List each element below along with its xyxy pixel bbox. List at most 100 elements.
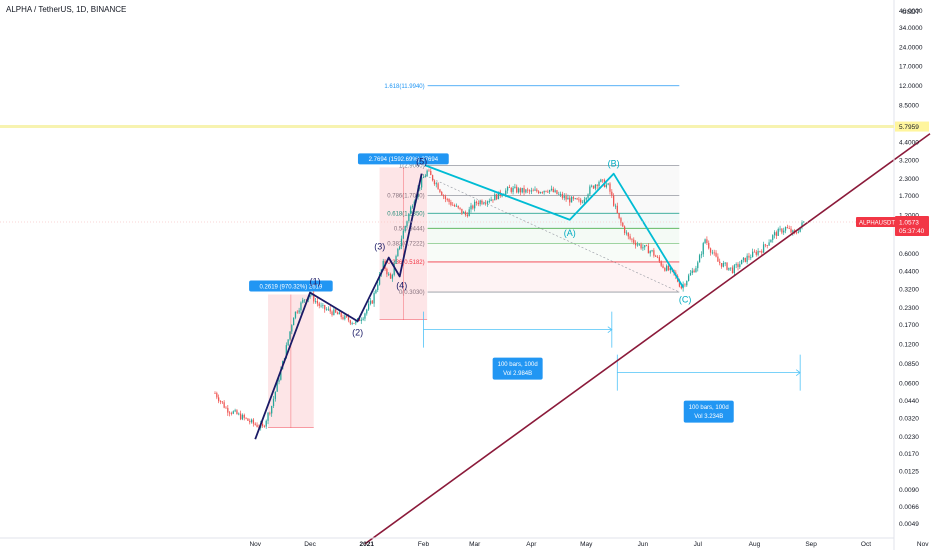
candle-body bbox=[592, 185, 595, 189]
candle-body bbox=[761, 251, 763, 253]
current-price-badge bbox=[895, 215, 929, 236]
fib-level-label: 0(0.3030) bbox=[399, 290, 425, 296]
candle-body bbox=[278, 379, 280, 382]
fib-level-label: 1(2.9000) bbox=[399, 163, 425, 169]
candle-body bbox=[474, 201, 476, 209]
candle-body bbox=[715, 252, 717, 257]
candle-body bbox=[720, 263, 723, 267]
candle-body bbox=[620, 218, 622, 223]
price-tick-label: 0.0600 bbox=[899, 380, 919, 387]
candle-body bbox=[698, 255, 701, 263]
candle-body bbox=[386, 268, 388, 275]
candle-body bbox=[358, 318, 361, 321]
candle-body bbox=[741, 259, 743, 265]
candle-body bbox=[636, 244, 639, 246]
impulse-wave-label: (4) bbox=[396, 280, 407, 290]
candle-body bbox=[755, 251, 757, 255]
price-tick-label: 0.0320 bbox=[899, 416, 919, 423]
date-range-projections[interactable]: 100 bars, 100d Vol 2.984B 100 bars, 100d Vo… bbox=[423, 311, 801, 423]
time-tick-label: Feb bbox=[418, 541, 430, 548]
fib-retracement[interactable]: 1(2.9000)0.786(1.7000)0.618(1.2350)0.5(0… bbox=[384, 84, 680, 296]
candle-body bbox=[371, 300, 373, 304]
impulse-wave-line[interactable] bbox=[254, 173, 423, 440]
candle-body bbox=[772, 235, 774, 240]
price-tick-label: 0.2300 bbox=[899, 305, 919, 312]
price-tick-label: 0.0850 bbox=[899, 361, 919, 368]
candle-body bbox=[779, 228, 781, 230]
candle-body bbox=[399, 246, 401, 249]
candle-body bbox=[453, 204, 456, 207]
candle-body bbox=[795, 232, 798, 234]
candle-body bbox=[658, 257, 661, 262]
candle-body bbox=[494, 194, 496, 201]
candle-body bbox=[439, 189, 441, 193]
candle-body bbox=[388, 273, 390, 275]
candle-body bbox=[728, 267, 730, 270]
candle-body bbox=[325, 309, 328, 311]
support-trendline[interactable] bbox=[364, 133, 931, 545]
candle-body bbox=[733, 265, 735, 274]
candle-body bbox=[488, 200, 490, 202]
candle-body bbox=[431, 175, 434, 181]
candle-body bbox=[735, 264, 737, 266]
candle-body bbox=[369, 300, 372, 304]
elliott-wave-lines[interactable] bbox=[254, 164, 684, 440]
candle-body bbox=[314, 301, 317, 302]
fib-level-label: 0.786(1.7000) bbox=[387, 193, 424, 199]
candle-body bbox=[609, 183, 611, 192]
candle-body bbox=[708, 242, 710, 249]
candle-body bbox=[455, 205, 458, 207]
candle-body bbox=[666, 265, 668, 271]
candle-body bbox=[475, 201, 478, 203]
candle-body bbox=[788, 228, 790, 229]
candle-body bbox=[490, 199, 492, 201]
candle-body bbox=[408, 213, 410, 222]
candle-body bbox=[481, 200, 483, 204]
candle-body bbox=[512, 187, 514, 192]
candle-body bbox=[629, 236, 631, 239]
candle-body bbox=[289, 331, 291, 340]
candle-body bbox=[764, 244, 767, 246]
candle-body bbox=[338, 312, 340, 315]
candle-body bbox=[598, 181, 600, 186]
candle-body bbox=[572, 196, 575, 199]
candle-body bbox=[426, 170, 428, 176]
candle-body bbox=[411, 205, 414, 208]
candle-body bbox=[722, 263, 725, 267]
candle-body bbox=[684, 284, 686, 286]
price-range-boxes[interactable]: 0.2619 (970.32%) 2619 2.7694 (1592.69%) 2… bbox=[249, 153, 449, 428]
candle-body bbox=[574, 198, 576, 200]
candle-body bbox=[569, 197, 571, 203]
candle-body bbox=[750, 257, 752, 258]
current-price-label: 1.0573 bbox=[899, 219, 919, 226]
impulse-wave-label: (5) bbox=[416, 157, 427, 167]
corrective-wave-label: (A) bbox=[564, 228, 576, 238]
candle-body bbox=[232, 411, 234, 414]
candle-body bbox=[340, 312, 342, 318]
price-tick-label: 0.0049 bbox=[899, 521, 919, 528]
corrective-wave-line[interactable] bbox=[424, 164, 684, 288]
candle-body bbox=[591, 185, 593, 187]
candle-body bbox=[541, 192, 543, 194]
candle-body bbox=[497, 191, 500, 200]
candle-body bbox=[775, 232, 778, 236]
candle-body bbox=[521, 187, 523, 193]
candle-body bbox=[757, 251, 759, 255]
candle-body bbox=[291, 325, 293, 332]
price-range-badge bbox=[357, 153, 449, 165]
candle-body bbox=[391, 274, 394, 279]
support-trendline-line[interactable] bbox=[364, 133, 931, 545]
candle-body bbox=[576, 198, 578, 200]
candle-body bbox=[656, 256, 659, 258]
candle-body bbox=[583, 199, 586, 203]
time-axis[interactable]: Nov Dec 2021 Feb Mar Apr May Jun Jul Aug Sep Oct Nov bbox=[0, 537, 929, 548]
candle-body bbox=[400, 238, 403, 247]
symbol-title: ALPHA / TetherUS, 1D, BINANCE bbox=[6, 5, 127, 14]
candle-body bbox=[364, 313, 366, 319]
candle-body bbox=[435, 183, 437, 185]
price-tick-label: 0.0090 bbox=[899, 487, 919, 494]
price-tick-label: 0.3200 bbox=[899, 286, 919, 293]
candlestick-series bbox=[214, 168, 805, 431]
